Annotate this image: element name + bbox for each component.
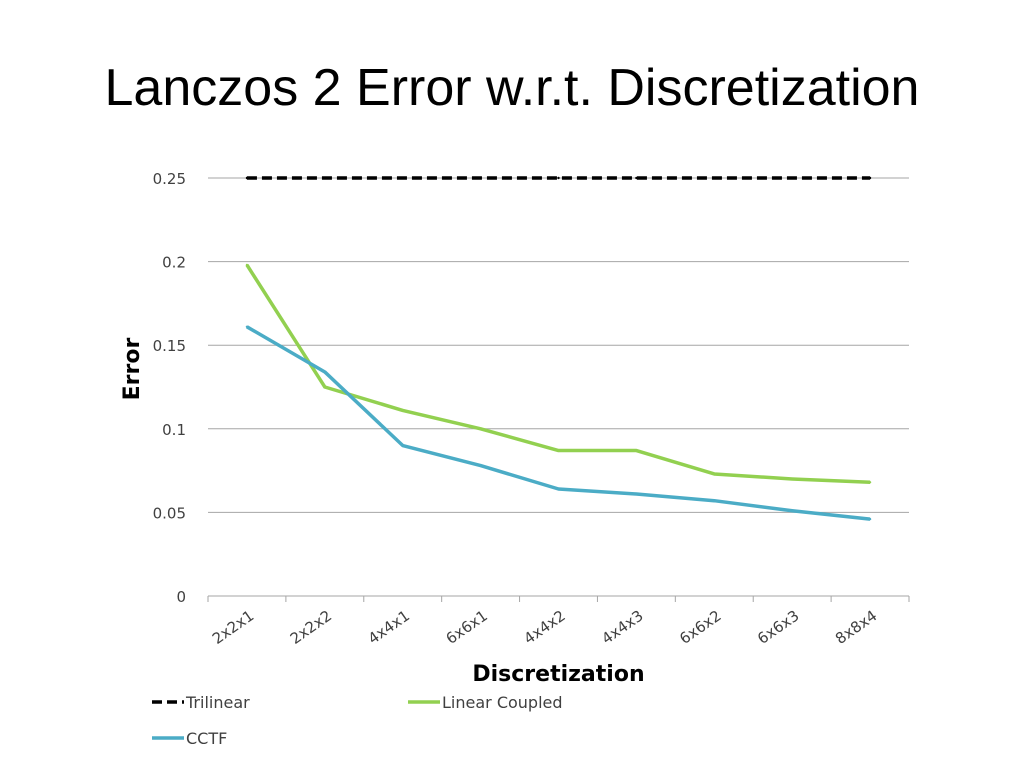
slide-title: Lanczos 2 Error w.r.t. Discretization — [104, 59, 920, 117]
data-point — [635, 492, 638, 496]
data-point — [713, 472, 716, 476]
x-tick-label: 4x4x1 — [365, 607, 413, 648]
data-point — [245, 263, 249, 267]
data-point — [790, 509, 794, 512]
data-point — [868, 517, 872, 521]
data-point — [401, 409, 404, 412]
legend-label: Trilinear — [185, 693, 250, 712]
data-point — [401, 176, 404, 180]
y-tick-label: 0.2 — [162, 254, 186, 272]
data-point — [479, 427, 482, 430]
data-point — [479, 176, 482, 180]
y-tick-label: 0.05 — [153, 504, 186, 522]
x-tick-label: 4x4x3 — [598, 607, 646, 648]
data-point — [635, 449, 638, 452]
data-point — [557, 176, 560, 180]
data-point — [713, 176, 716, 180]
data-point — [323, 370, 327, 374]
x-tick-label: 2x2x2 — [287, 607, 335, 648]
x-tick-label: 6x6x3 — [754, 607, 802, 648]
series-line-cctf — [246, 325, 871, 521]
legend-label: CCTF — [186, 729, 227, 748]
data-point — [323, 176, 327, 180]
data-point — [557, 487, 560, 491]
x-axis-title: Discretization — [472, 662, 644, 687]
y-tick-label: 0.15 — [153, 337, 186, 355]
x-tick-label: 4x4x2 — [520, 607, 568, 648]
data-point — [790, 176, 794, 180]
series-lines — [245, 176, 872, 521]
x-tick-label: 2x2x1 — [209, 607, 257, 648]
data-point — [635, 176, 638, 180]
data-point — [557, 449, 560, 452]
x-tick-label: 6x6x2 — [676, 607, 724, 648]
legend-label: Linear Coupled — [442, 693, 563, 712]
y-tick-label: 0.25 — [153, 170, 186, 188]
axes: 0 0.05 0.1 0.15 0.2 0.25 2x2x1 2x2x2 4x4x1 6x6x1 4… — [153, 170, 910, 648]
data-point — [868, 176, 872, 180]
data-point — [790, 477, 794, 481]
data-point — [323, 385, 327, 389]
data-point — [479, 464, 482, 467]
data-point — [245, 176, 249, 180]
data-point — [401, 444, 404, 447]
y-tick-label: 0 — [176, 588, 186, 606]
data-point — [713, 499, 716, 502]
x-tick-label: 6x6x1 — [443, 607, 491, 648]
data-point — [868, 481, 872, 484]
gridlines — [208, 177, 909, 513]
legend: Trilinear Linear Coupled CCTF — [152, 693, 563, 748]
data-point — [245, 325, 249, 329]
x-tick-label: 8x8x4 — [832, 607, 880, 648]
y-axis-title: Error — [120, 338, 145, 401]
y-tick-label: 0.1 — [162, 421, 186, 439]
